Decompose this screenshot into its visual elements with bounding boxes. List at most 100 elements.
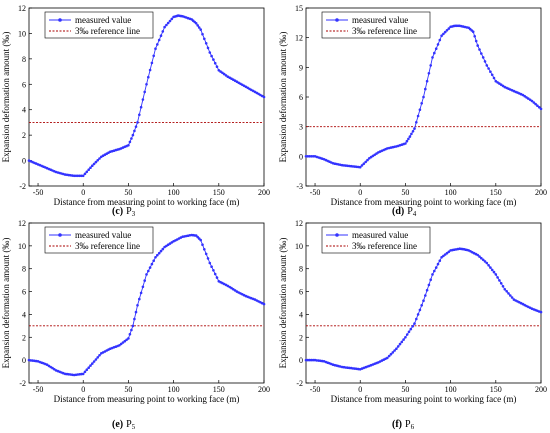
measured-point bbox=[440, 255, 443, 259]
measured-point bbox=[145, 83, 148, 86]
measured-point bbox=[527, 97, 530, 100]
measured-point bbox=[487, 264, 490, 267]
measured-point bbox=[208, 51, 212, 54]
caption-text: P bbox=[126, 206, 132, 217]
x-tick-label: 50 bbox=[401, 385, 409, 394]
panel-caption: (e) P5 bbox=[112, 419, 136, 431]
measured-point bbox=[398, 342, 402, 346]
measured-point bbox=[532, 101, 536, 104]
measured-point bbox=[262, 95, 266, 99]
y-axis-label: Expansion deformation amount (‰) bbox=[278, 32, 288, 163]
measured-point bbox=[94, 358, 98, 361]
measured-point bbox=[473, 35, 477, 38]
measured-point bbox=[420, 102, 424, 105]
measured-point bbox=[133, 317, 136, 321]
caption-subscript: 5 bbox=[132, 423, 136, 431]
measured-point bbox=[121, 341, 125, 344]
measured-point bbox=[418, 308, 422, 312]
measured-point bbox=[438, 259, 442, 263]
measured-point bbox=[442, 254, 445, 258]
measured-point bbox=[489, 70, 492, 73]
measured-point bbox=[422, 95, 425, 99]
measured-point bbox=[424, 294, 427, 297]
measured-point bbox=[407, 137, 410, 141]
measured-point bbox=[386, 356, 389, 360]
y-tick-label: 8 bbox=[22, 265, 26, 274]
measured-point bbox=[445, 251, 449, 255]
measured-point bbox=[130, 137, 133, 140]
measured-point bbox=[402, 338, 405, 341]
measured-point bbox=[405, 333, 409, 336]
measured-point bbox=[537, 106, 541, 109]
y-tick-label: 8 bbox=[22, 55, 26, 64]
measured-point bbox=[413, 127, 416, 130]
measured-point bbox=[123, 339, 127, 343]
measured-point bbox=[434, 266, 438, 269]
legend-reference-label: 3‰ reference line bbox=[352, 241, 417, 251]
measured-point bbox=[81, 174, 85, 178]
measured-point bbox=[199, 28, 202, 31]
measured-point bbox=[498, 279, 501, 282]
y-tick-label: 8 bbox=[299, 265, 303, 274]
measured-point bbox=[427, 72, 431, 75]
measured-point bbox=[536, 104, 539, 107]
measured-point bbox=[505, 290, 509, 293]
measured-point bbox=[203, 248, 206, 251]
measured-point bbox=[92, 360, 96, 363]
measured-point bbox=[503, 288, 507, 291]
y-tick-label: 0 bbox=[22, 356, 26, 365]
measured-point bbox=[118, 344, 121, 347]
measured-point bbox=[404, 142, 407, 145]
measured-point bbox=[87, 366, 90, 370]
y-tick-label: 6 bbox=[22, 288, 26, 297]
measured-point bbox=[496, 276, 499, 279]
measured-point bbox=[166, 21, 170, 25]
measured-point bbox=[206, 46, 210, 50]
measured-point bbox=[72, 174, 76, 178]
chart-panel-0: -50 0 50 100 150 200 -2 0 2 4 6 8 10 12 Distance from … bbox=[1, 4, 270, 218]
measured-point bbox=[364, 160, 368, 164]
measured-point bbox=[159, 34, 163, 37]
measured-point bbox=[128, 332, 132, 336]
measured-point bbox=[203, 37, 206, 41]
measured-point bbox=[143, 279, 146, 282]
measured-point bbox=[83, 370, 87, 374]
x-tick-label: 50 bbox=[124, 385, 132, 394]
panel-caption: (f) P6 bbox=[392, 419, 415, 431]
measured-point bbox=[197, 26, 201, 29]
measured-point bbox=[420, 304, 424, 307]
measured-point bbox=[226, 284, 230, 288]
legend-reference-label: 3‰ reference line bbox=[352, 26, 417, 36]
y-tick-label: 4 bbox=[299, 310, 303, 319]
measured-point bbox=[310, 358, 313, 362]
measured-point bbox=[210, 54, 213, 58]
measured-point bbox=[440, 34, 443, 37]
measured-point bbox=[443, 253, 447, 256]
measured-point bbox=[429, 64, 433, 67]
measured-point bbox=[478, 255, 481, 258]
legend-measured-marker bbox=[58, 18, 62, 22]
measured-point bbox=[150, 61, 154, 65]
measured-point bbox=[96, 159, 99, 162]
measured-point bbox=[478, 48, 481, 51]
x-axis-label: Distance from measuring point to working… bbox=[331, 197, 517, 207]
x-tick-label: 0 bbox=[358, 385, 362, 394]
measured-point bbox=[94, 160, 98, 164]
measured-point bbox=[534, 102, 537, 106]
measured-point bbox=[87, 168, 90, 171]
caption-subscript: 3 bbox=[132, 210, 136, 218]
measured-point bbox=[148, 68, 152, 72]
measured-point bbox=[131, 133, 135, 137]
measured-point bbox=[157, 38, 161, 42]
measured-point bbox=[447, 27, 451, 30]
caption-letter: (c) bbox=[112, 206, 123, 217]
measured-point bbox=[204, 42, 208, 45]
y-tick-label: 2 bbox=[22, 131, 26, 140]
measured-point bbox=[152, 54, 155, 58]
measured-point bbox=[136, 121, 139, 124]
measured-point bbox=[501, 285, 505, 288]
measured-point bbox=[152, 259, 155, 263]
measured-point bbox=[481, 56, 485, 59]
chart-panel-1: -50 0 50 100 150 200 -3 0 3 6 9 12 15 Distance from m… bbox=[278, 4, 547, 218]
measured-point bbox=[154, 47, 157, 50]
